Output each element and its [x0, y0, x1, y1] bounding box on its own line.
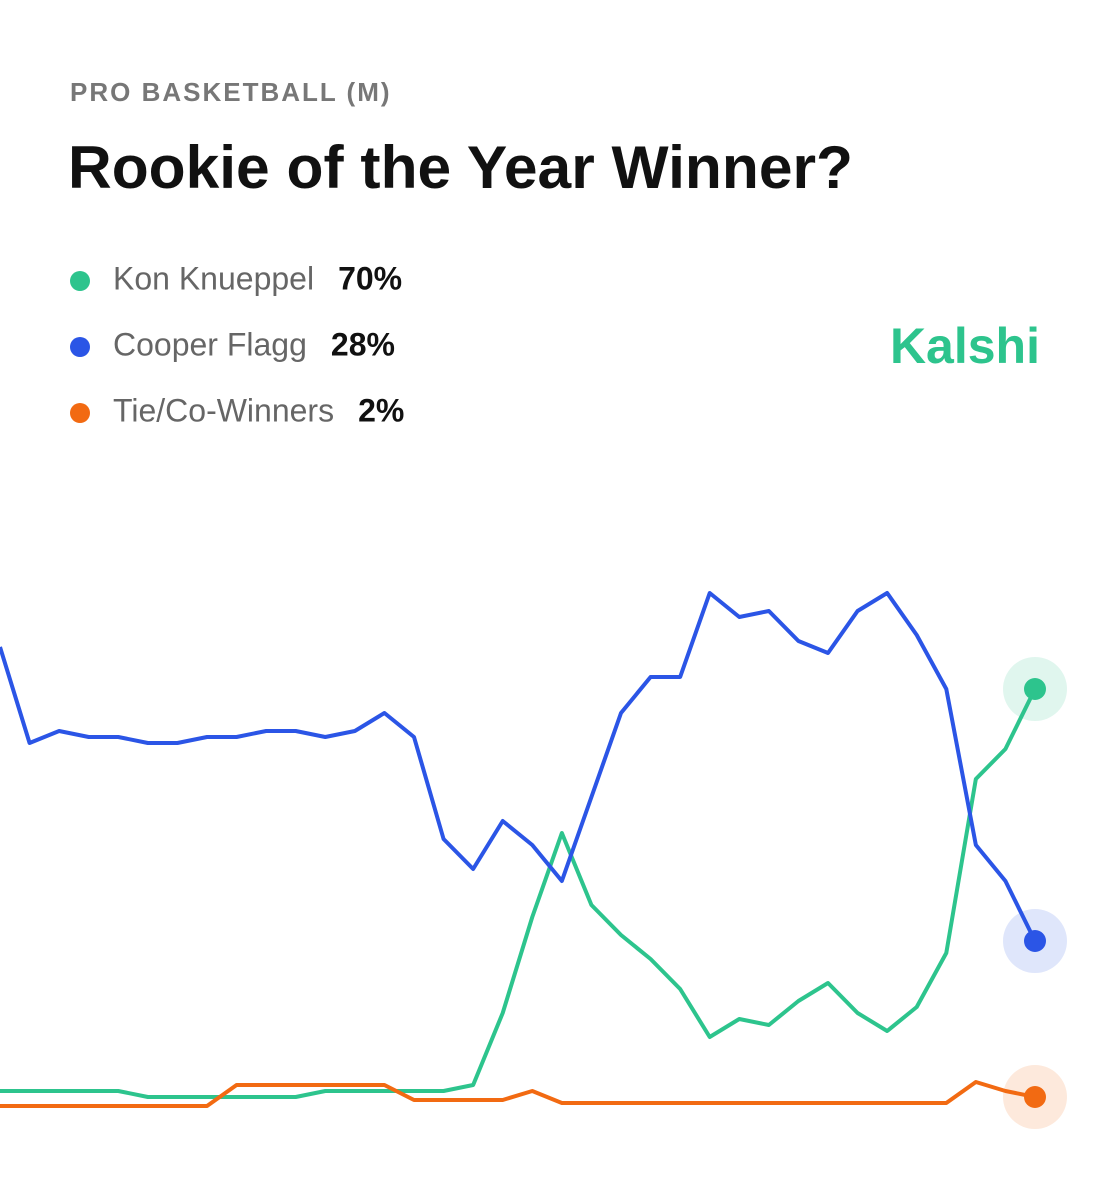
brand-logo: Kalshi	[890, 318, 1040, 374]
end-dot	[1024, 1086, 1046, 1108]
plot	[0, 591, 1067, 1129]
legend-dot	[70, 403, 90, 423]
legend-value: 70%	[338, 260, 402, 296]
end-dot	[1024, 678, 1046, 700]
legend-label: Cooper Flagg	[113, 326, 307, 362]
series-line	[0, 1080, 1036, 1108]
chart-title: Rookie of the Year Winner?	[68, 134, 853, 201]
legend-dot	[70, 337, 90, 357]
subtitle: PRO BASKETBALL (M)	[70, 77, 392, 107]
legend-value: 2%	[358, 392, 404, 428]
legend-label: Kon Knueppel	[113, 260, 314, 296]
end-dot	[1024, 930, 1046, 952]
legend-label: Tie/Co-Winners	[113, 392, 334, 428]
series-line	[0, 688, 1037, 1099]
series-line	[0, 591, 1037, 942]
legend-value: 28%	[331, 326, 395, 362]
legend-dot	[70, 271, 90, 291]
legend: Kon Knueppel 70% Cooper Flagg 28% Tie/Co-Win…	[70, 260, 404, 428]
